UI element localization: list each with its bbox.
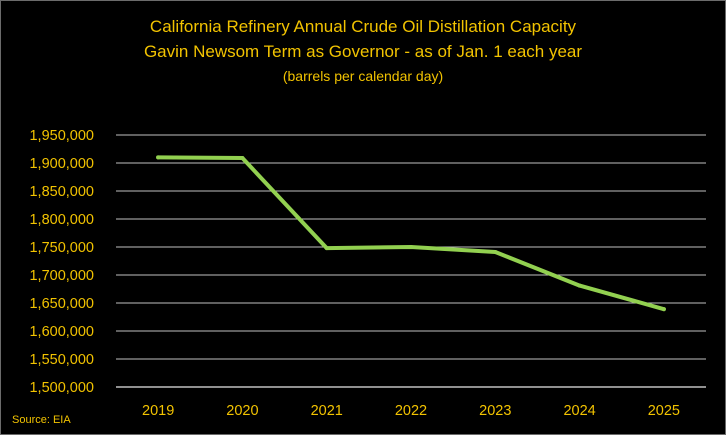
data-point	[240, 155, 245, 160]
x-tick-label: 2024	[563, 403, 595, 419]
data-point	[409, 245, 413, 249]
x-tick-label: 2023	[479, 403, 511, 419]
gridlines	[116, 134, 706, 388]
series-line	[156, 155, 666, 312]
data-point	[577, 283, 582, 288]
x-tick-label: 2025	[648, 403, 680, 419]
chart-subtitle: Gavin Newsom Term as Governor - as of Ja…	[143, 42, 583, 61]
chart-units-label: (barrels per calendar day)	[282, 68, 444, 84]
y-tick-label: 1,750,000	[29, 240, 94, 256]
y-tick-label: 1,950,000	[29, 128, 94, 144]
data-point	[493, 250, 498, 255]
y-tick-label: 1,900,000	[29, 156, 94, 172]
chart-title: California Refinery Annual Crude Oil Dis…	[149, 17, 577, 36]
x-tick-label: 2022	[395, 403, 427, 419]
y-tick-label: 1,600,000	[29, 324, 94, 340]
source-note: Source: EIA	[12, 414, 71, 426]
y-tick-label: 1,850,000	[29, 184, 94, 200]
data-point	[156, 155, 161, 160]
y-tick-label: 1,650,000	[29, 296, 94, 312]
x-tick-label: 2019	[142, 403, 174, 419]
series-layer	[156, 155, 666, 312]
y-tick-labels: 1,500,000 1,550,000 1,600,000 1,650,000 1,70…	[29, 128, 94, 396]
y-tick-label: 1,700,000	[29, 268, 94, 284]
x-tick-label: 2021	[311, 403, 343, 419]
y-tick-label: 1,550,000	[29, 352, 94, 368]
x-tick-labels: 2019 2020 2021 2022 2023 2024 2025	[142, 403, 680, 419]
data-point	[324, 246, 329, 251]
data-point	[661, 307, 666, 312]
y-tick-label: 1,500,000	[29, 380, 94, 396]
y-tick-label: 1,800,000	[29, 212, 94, 228]
x-tick-label: 2020	[226, 403, 258, 419]
